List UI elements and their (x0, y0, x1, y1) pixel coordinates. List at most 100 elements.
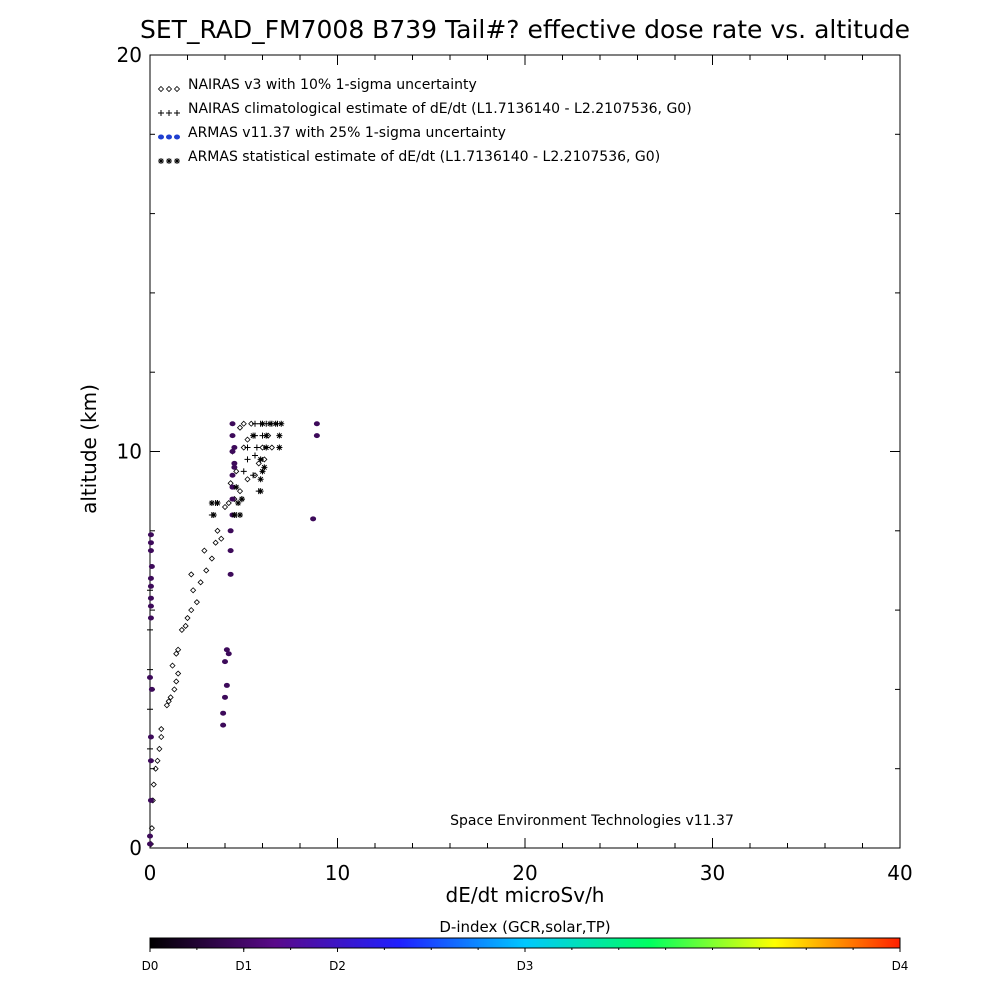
legend-marker (157, 85, 165, 93)
legend-marker (166, 134, 172, 140)
data-point (276, 432, 283, 439)
data-point (223, 647, 230, 653)
data-point (276, 444, 283, 451)
data-point (233, 468, 240, 475)
data-point (150, 781, 157, 788)
data-point (208, 500, 215, 507)
data-point (227, 548, 234, 554)
x-tick-label: 40 (887, 861, 912, 885)
data-point (240, 468, 247, 475)
chart-title: SET_RAD_FM7008 B739 Tail#? effective dos… (140, 15, 910, 44)
data-point (156, 745, 163, 752)
data-point (313, 433, 320, 439)
data-point (147, 603, 154, 609)
data-point (231, 460, 238, 466)
data-point (184, 614, 191, 622)
data-point (267, 420, 273, 427)
data-point (252, 452, 258, 459)
legend-marker (174, 110, 180, 116)
data-point (147, 575, 154, 581)
data-point (222, 694, 228, 700)
data-point (147, 595, 154, 601)
data-points (147, 420, 320, 848)
data-point (147, 833, 153, 839)
data-point (190, 587, 197, 594)
data-point (229, 433, 236, 439)
credit-label: Space Environment Technologies v11.37 (450, 813, 734, 829)
x-tick-label: 10 (325, 861, 350, 885)
data-point (148, 825, 155, 832)
colorbar-label: D4 (892, 959, 909, 973)
legend-label: NAIRAS climatological estimate of dE/dt … (188, 101, 692, 117)
legend-label: NAIRAS v3 with 10% 1-sigma uncertainty (188, 77, 477, 93)
data-point (229, 484, 236, 490)
data-point (313, 421, 320, 427)
colorbar: D0 D1 D2 D3 D4 (142, 937, 909, 973)
data-point (236, 424, 244, 431)
x-axis-label: dE/dt microSv/h (446, 883, 605, 907)
data-point (147, 797, 154, 803)
x-tick-label: 20 (512, 861, 537, 885)
data-point (182, 622, 189, 630)
x-tick-label: 0 (144, 861, 157, 885)
data-point (193, 599, 200, 606)
data-point (214, 527, 221, 534)
data-point (225, 499, 232, 507)
data-point (147, 745, 153, 752)
data-point (167, 694, 174, 701)
data-point (173, 678, 180, 685)
data-point (227, 571, 234, 577)
y-axis-label: altitude (km) (77, 384, 101, 514)
data-point (259, 444, 266, 451)
data-point (244, 476, 251, 483)
colorbar-label: D3 (517, 959, 534, 973)
legend-marker (158, 110, 164, 116)
legend-marker (174, 158, 180, 164)
data-point (263, 444, 270, 451)
data-point (148, 563, 155, 569)
data-point (259, 420, 266, 427)
data-point (154, 757, 161, 764)
data-point (261, 464, 268, 471)
legend-marker (166, 158, 172, 164)
legend: NAIRAS v3 with 10% 1-sigma uncertainty NA… (157, 77, 692, 165)
data-point (257, 456, 264, 463)
data-point (158, 725, 165, 733)
data-point (147, 540, 154, 546)
data-point (225, 651, 232, 657)
data-point (147, 706, 153, 713)
axis-ticks: 0 10 20 30 40 0 10 20 (117, 43, 913, 885)
data-point (188, 571, 195, 578)
data-point (147, 583, 154, 589)
data-point (244, 444, 251, 451)
data-point (231, 511, 238, 518)
data-point (147, 626, 153, 633)
y-tick-label: 20 (117, 43, 142, 67)
data-point (173, 650, 180, 657)
y-tick-label: 10 (117, 440, 142, 464)
data-point (210, 511, 217, 518)
data-point (163, 702, 170, 709)
data-point (278, 420, 285, 427)
data-point (201, 547, 208, 554)
data-point (244, 436, 251, 443)
colorbar-gradient (149, 937, 901, 949)
data-point (253, 444, 260, 451)
data-point (147, 841, 153, 847)
data-point (240, 420, 247, 427)
series-0 (147, 420, 275, 848)
data-point (148, 686, 155, 692)
data-point (257, 488, 264, 495)
legend-marker (158, 158, 164, 164)
data-point (229, 421, 236, 427)
x-tick-label: 30 (700, 861, 725, 885)
data-point (147, 675, 153, 681)
data-point (227, 528, 234, 534)
data-point (203, 567, 210, 574)
data-point (147, 666, 153, 673)
data-point (231, 445, 238, 451)
data-point (250, 432, 257, 439)
data-point (147, 734, 154, 740)
data-point (197, 579, 204, 586)
data-point (158, 733, 165, 741)
